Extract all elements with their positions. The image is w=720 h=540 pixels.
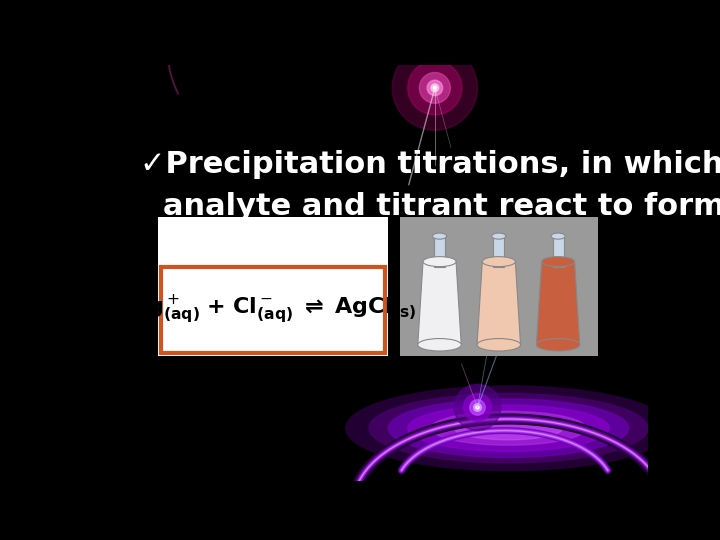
Text: precipitate.: precipitate. (163, 233, 363, 262)
Bar (434, 236, 445, 267)
Ellipse shape (423, 256, 456, 267)
Ellipse shape (454, 417, 563, 440)
Circle shape (476, 406, 479, 409)
Polygon shape (418, 261, 462, 345)
Text: analyte and titrant react to form a: analyte and titrant react to form a (163, 192, 720, 221)
Polygon shape (536, 261, 580, 345)
Bar (493, 236, 504, 267)
Text: ✓Precipitation titrations, in which the: ✓Precipitation titrations, in which the (140, 150, 720, 179)
Circle shape (474, 403, 482, 411)
Circle shape (433, 86, 436, 90)
Bar (400, 217, 598, 356)
Ellipse shape (482, 256, 516, 267)
Ellipse shape (418, 339, 462, 351)
Ellipse shape (477, 339, 521, 351)
Circle shape (469, 400, 485, 415)
Ellipse shape (536, 339, 580, 351)
Bar (161, 267, 385, 353)
Ellipse shape (369, 394, 648, 463)
Ellipse shape (388, 399, 629, 457)
Polygon shape (477, 261, 521, 345)
Bar (553, 236, 564, 267)
Bar (158, 217, 388, 356)
Circle shape (454, 384, 500, 430)
Ellipse shape (346, 386, 671, 470)
Circle shape (431, 84, 438, 92)
Circle shape (392, 45, 477, 130)
Circle shape (464, 394, 492, 421)
Circle shape (427, 80, 443, 96)
Ellipse shape (492, 233, 506, 239)
Circle shape (419, 72, 451, 103)
Ellipse shape (541, 256, 575, 267)
Ellipse shape (408, 405, 609, 451)
Circle shape (408, 61, 462, 115)
Ellipse shape (551, 233, 565, 239)
Text: $\mathbf{Ag}^+_{\mathbf{(aq)}}$ $\mathbf{+}$ $\mathbf{Cl}^-_{\mathbf{(aq)}}$ $\m: $\mathbf{Ag}^+_{\mathbf{(aq)}}$ $\mathbf… (130, 294, 416, 326)
Ellipse shape (431, 411, 586, 445)
Ellipse shape (433, 233, 446, 239)
